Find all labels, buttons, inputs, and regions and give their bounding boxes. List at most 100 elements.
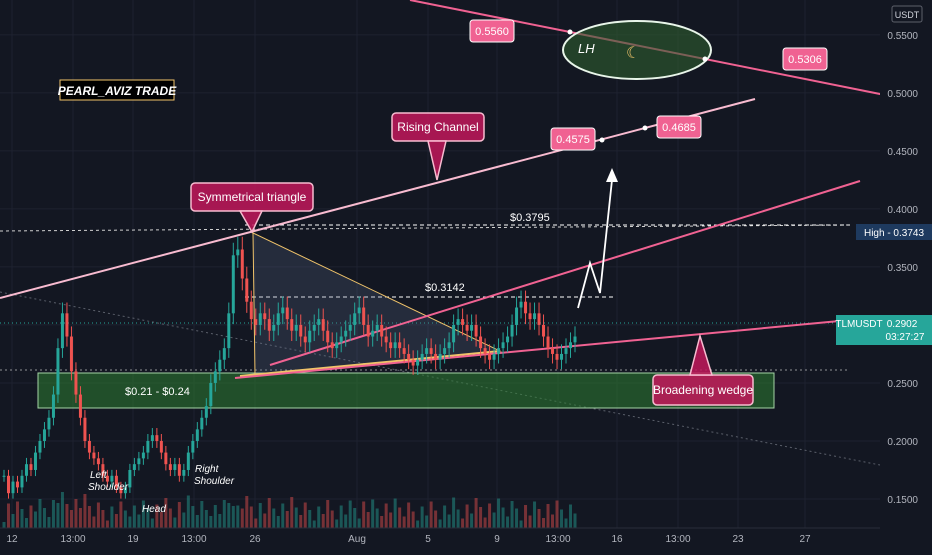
candle-body — [434, 353, 438, 360]
candle-body — [240, 249, 244, 279]
x-axis[interactable]: 12 13:00 19 13:00 26 Aug 5 9 13:00 16 13:00 23 27 — [0, 527, 932, 550]
x-tick-label: 19 — [127, 534, 139, 545]
symbol-text: TLMUSDT — [835, 319, 882, 330]
volume-bar — [191, 506, 195, 528]
candle-body — [173, 464, 177, 470]
candles — [2, 236, 577, 528]
candle-body — [533, 313, 537, 320]
candle-body — [285, 307, 289, 320]
volume-bar — [389, 512, 393, 528]
candle-body — [312, 324, 316, 331]
x-tick-label: 13:00 — [665, 534, 690, 545]
volume-bar — [573, 513, 577, 528]
candle-body — [407, 353, 411, 360]
volume-bar — [204, 510, 208, 528]
candle-body — [128, 469, 132, 488]
volume-bar — [24, 518, 28, 528]
candle-body — [470, 324, 474, 331]
candle-body — [38, 440, 42, 453]
volume-bar — [384, 503, 388, 528]
forecast-arrow-head — [606, 168, 618, 182]
volume-bar — [2, 522, 6, 528]
support-zone — [37, 372, 775, 409]
volume-bar — [186, 495, 190, 528]
volume-bar — [456, 509, 460, 528]
candle-body — [222, 348, 226, 360]
y-tick-label: 0.2000 — [887, 437, 918, 448]
volume-bar — [69, 510, 73, 528]
volume-bar — [506, 516, 510, 528]
volume-bar — [488, 503, 492, 528]
volume-bar — [267, 498, 271, 528]
volume-bar — [173, 517, 177, 528]
volume-bar — [281, 503, 285, 528]
candle-body — [164, 452, 168, 465]
volume-bar — [321, 514, 325, 528]
volume-bar — [123, 510, 127, 528]
volume-bar — [101, 510, 105, 528]
volume-bar — [6, 503, 10, 528]
candle-body — [294, 324, 298, 331]
volume-bar — [132, 505, 136, 528]
candle-body — [555, 353, 559, 360]
candle-body — [344, 330, 348, 337]
candle-body — [357, 307, 361, 314]
support-zone-label: $0.21 - $0.24 — [125, 386, 190, 398]
x-tick-label: 27 — [799, 534, 811, 545]
candle-body — [443, 348, 447, 354]
candle-body — [299, 324, 303, 337]
price-callout-4575-text: 0.4575 — [556, 134, 590, 146]
volume-bar — [20, 509, 24, 528]
candle-body — [168, 464, 172, 470]
volume-bar — [83, 494, 87, 528]
volume-bar — [546, 504, 550, 528]
y-axis[interactable]: 0.55000.50000.45000.40000.35000.30000.25… — [880, 0, 932, 528]
price-callout-5560-text: 0.5560 — [475, 26, 509, 38]
candle-body — [33, 452, 37, 470]
candle-body — [218, 359, 222, 372]
candle-body — [465, 324, 469, 331]
candle-body — [515, 307, 519, 325]
candle-body — [51, 394, 55, 418]
volume-bar — [366, 512, 370, 528]
volume-bar — [272, 508, 276, 528]
volume-bar — [128, 516, 132, 528]
candle-body — [92, 452, 96, 459]
volume-bar — [276, 516, 280, 528]
candle-body — [452, 324, 456, 343]
volume-bar — [56, 503, 60, 528]
candle-body — [488, 353, 492, 360]
rising-channel-label: Rising Channel — [397, 120, 478, 134]
volume-bar — [348, 500, 352, 528]
volume-bar — [38, 499, 42, 528]
anchor-dot — [567, 29, 573, 35]
volume-bar — [209, 516, 213, 528]
volume-bar — [227, 503, 231, 528]
volume-bar — [105, 520, 109, 528]
volume-bar — [402, 516, 406, 528]
volume-bar — [51, 500, 55, 528]
candle-body — [254, 319, 258, 325]
y-tick-label: 0.5500 — [887, 31, 918, 42]
x-tick-label: Aug — [348, 534, 366, 545]
candle-body — [276, 313, 280, 325]
candle-body — [42, 429, 46, 441]
anchor-dot — [642, 125, 648, 131]
candle-body — [339, 336, 343, 343]
candle-body — [402, 348, 406, 354]
candle-body — [87, 440, 91, 453]
volume-bar — [168, 508, 172, 528]
volume-bar — [326, 500, 330, 528]
volume-bar — [362, 501, 366, 528]
candle-body — [186, 452, 190, 470]
volume-bar — [222, 500, 226, 528]
candle-body — [569, 342, 573, 349]
candle-body — [479, 336, 483, 349]
level-3142-label: $0.3142 — [425, 282, 465, 294]
volume-bar — [551, 514, 555, 528]
candle-body — [497, 348, 501, 354]
volume-bar — [114, 514, 118, 528]
candle-body — [366, 324, 370, 337]
